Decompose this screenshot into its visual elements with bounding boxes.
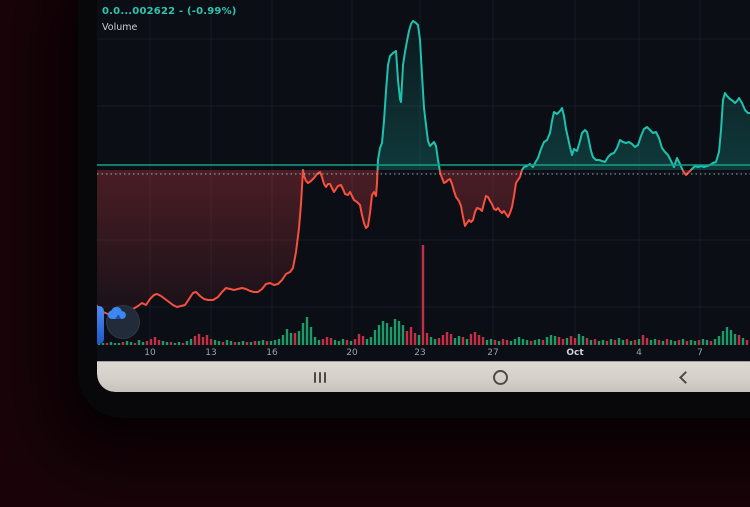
price-change-label: 0.0...002622 - (-0.99%) [102, 6, 237, 17]
x-axis-label: 16 [266, 348, 278, 358]
volume-indicator-label: Volume [102, 22, 138, 33]
chart-canvas[interactable]: 0.0...002622 - (-0.99%) Volume 10 13 16 20 2… [97, 0, 750, 361]
price-chart-svg [97, 0, 750, 345]
cloud-sync-button[interactable] [106, 305, 140, 339]
tablet-device: 0.0...002622 - (-0.99%) Volume 10 13 16 20 2… [78, 0, 750, 418]
android-navigation-bar [97, 361, 750, 392]
x-axis-label: 4 [636, 348, 642, 358]
x-axis-label: 23 [414, 348, 426, 358]
recents-button[interactable] [298, 362, 342, 392]
chart-legend: 0.0...002622 - (-0.99%) Volume [102, 5, 237, 35]
x-axis-label: 10 [144, 348, 156, 358]
back-icon [679, 371, 692, 384]
x-axis-label: 27 [487, 348, 499, 358]
tablet-screen: 0.0...002622 - (-0.99%) Volume 10 13 16 20 2… [97, 0, 750, 392]
x-axis-label: Oct [566, 348, 584, 358]
x-axis-label: 7 [697, 348, 703, 358]
x-axis-label: 20 [346, 348, 358, 358]
recents-icon [314, 372, 326, 383]
home-icon [492, 370, 508, 385]
time-axis: 10 13 16 20 23 27 Oct 4 7 [97, 0, 750, 361]
back-button[interactable] [662, 362, 706, 392]
drawing-panel-handle[interactable] [97, 306, 104, 344]
cloud-icon [107, 306, 126, 319]
home-button[interactable] [478, 362, 522, 392]
x-axis-label: 13 [205, 348, 217, 358]
